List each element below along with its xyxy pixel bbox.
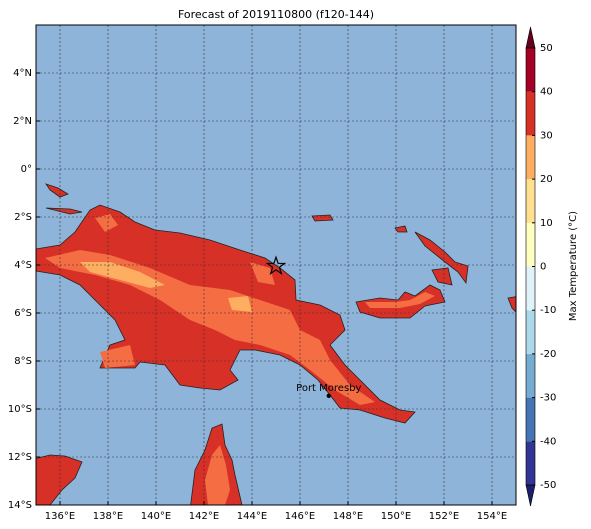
colorbar-under xyxy=(525,484,536,507)
colorbar-band xyxy=(526,179,535,223)
location-star xyxy=(265,255,287,275)
warm-zone xyxy=(45,250,375,405)
place-label: Port Moresby xyxy=(296,383,361,394)
y-tick-label: 2°N xyxy=(13,116,32,127)
colorbar-tick-label: 10 xyxy=(540,218,553,229)
colorbar-tick-label: -30 xyxy=(540,393,556,404)
colorbar-label: Max Temperature (°C) xyxy=(568,211,579,321)
colorbar-tick-label: 50 xyxy=(540,43,553,54)
colorbar-tick-label: -10 xyxy=(540,305,556,316)
new-ireland xyxy=(394,225,469,286)
colorbar-tick-label: 20 xyxy=(540,174,553,185)
colorbar-tick-label: -40 xyxy=(540,436,556,447)
x-tick-label: 138°E xyxy=(93,511,123,522)
y-tick-label: 2°S xyxy=(14,212,32,223)
arnhem-land xyxy=(36,454,83,505)
colorbar-band xyxy=(526,135,535,180)
x-tick-label: 148°E xyxy=(333,511,363,522)
map-title: Forecast of 2019110800 (f120-144) xyxy=(178,8,374,21)
y-tick-label: 12°S xyxy=(8,452,32,463)
colorbar-band xyxy=(526,48,535,92)
place-dot xyxy=(326,393,331,398)
warm-zone xyxy=(95,214,275,368)
y-tick-label: 4°S xyxy=(14,260,32,271)
warm-zone xyxy=(365,292,435,308)
warm-zone xyxy=(205,445,230,505)
colorbar-band xyxy=(526,222,535,267)
x-tick-label: 150°E xyxy=(381,511,411,522)
colorbar-over xyxy=(525,26,536,49)
y-tick-label: 4°N xyxy=(13,68,32,79)
x-tick-label: 152°E xyxy=(429,511,459,522)
colorbar-band xyxy=(526,441,535,485)
land-layer xyxy=(36,183,516,505)
x-tick-label: 140°E xyxy=(141,511,171,522)
colorbar-band xyxy=(526,397,535,442)
y-tick-label: 8°S xyxy=(14,356,32,367)
colorbar-tick-label: -20 xyxy=(540,349,556,360)
northern-islands xyxy=(45,183,516,313)
x-tick-label: 154°E xyxy=(477,511,507,522)
colorbar-band xyxy=(526,266,535,311)
hot-zone xyxy=(80,262,252,312)
x-tick-label: 136°E xyxy=(45,511,75,522)
colorbar-tick-label: 40 xyxy=(540,87,553,98)
y-tick-label: 0° xyxy=(21,164,32,175)
colorbar-tick-label: 0 xyxy=(540,262,546,273)
x-tick-label: 142°E xyxy=(189,511,219,522)
y-tick-label: 14°S xyxy=(8,500,32,511)
colorbar-tick-label: 30 xyxy=(540,130,553,141)
y-tick-label: 10°S xyxy=(8,404,32,415)
y-tick-label: 6°S xyxy=(14,308,32,319)
colorbar-band xyxy=(526,310,535,354)
colorbar-band xyxy=(526,353,535,398)
colorbar-band xyxy=(526,91,535,136)
colorbar-tick-label: -50 xyxy=(540,480,556,491)
x-tick-label: 146°E xyxy=(285,511,315,522)
x-tick-label: 144°E xyxy=(237,511,267,522)
